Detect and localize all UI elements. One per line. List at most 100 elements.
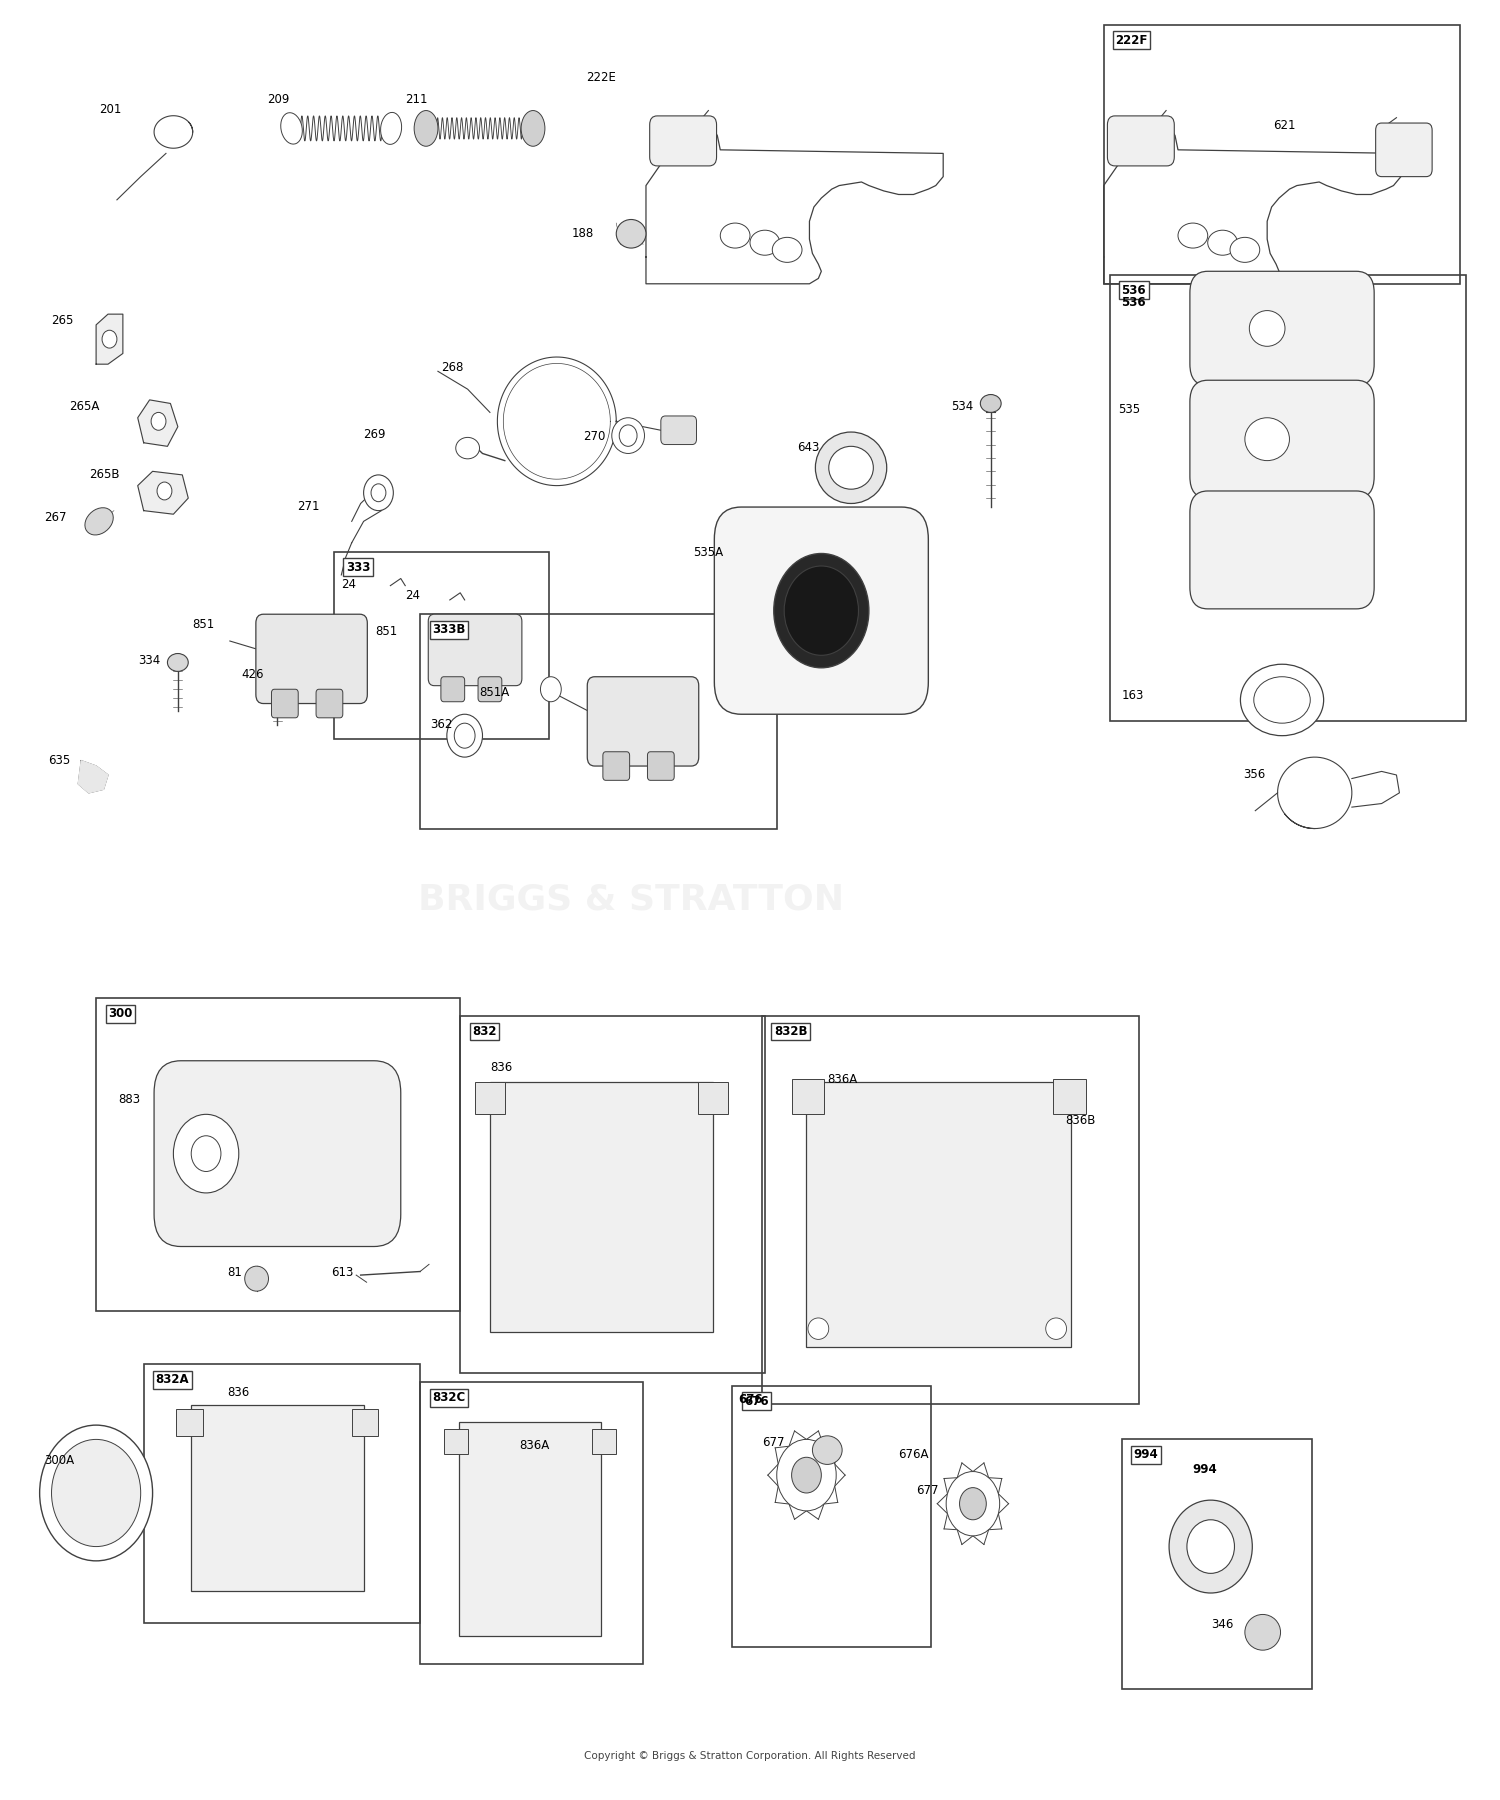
Text: 676A: 676A [898, 1449, 928, 1462]
Ellipse shape [1245, 1615, 1281, 1651]
Bar [698, 1082, 728, 1114]
Text: 836: 836 [490, 1060, 512, 1075]
Ellipse shape [1046, 1318, 1066, 1339]
Text: BRIGGS & STRATTON: BRIGGS & STRATTON [419, 884, 844, 916]
FancyBboxPatch shape [1190, 380, 1374, 499]
Ellipse shape [158, 482, 172, 500]
Bar [476, 1082, 506, 1114]
Ellipse shape [616, 220, 646, 248]
Ellipse shape [772, 238, 802, 263]
Bar [177, 1409, 203, 1436]
Text: 851A: 851A [480, 686, 510, 698]
Text: 265A: 265A [69, 400, 99, 412]
Text: 832B: 832B [774, 1024, 807, 1039]
Text: 300: 300 [108, 1008, 132, 1021]
Text: 81: 81 [226, 1265, 242, 1280]
Bar [792, 1078, 825, 1114]
Text: 300A: 300A [44, 1454, 74, 1467]
Bar [1053, 1078, 1086, 1114]
Bar [420, 1382, 644, 1665]
Text: 994: 994 [1134, 1449, 1158, 1462]
Text: 643: 643 [798, 441, 820, 454]
Text: 676: 676 [744, 1395, 768, 1408]
Ellipse shape [960, 1487, 987, 1519]
Text: 994: 994 [1192, 1463, 1218, 1476]
Text: 426: 426 [242, 668, 264, 680]
Text: 265: 265 [51, 315, 74, 328]
Bar [459, 1422, 602, 1636]
Ellipse shape [1254, 677, 1311, 724]
Text: 222E: 222E [586, 72, 616, 85]
Ellipse shape [1178, 223, 1208, 248]
Ellipse shape [370, 484, 386, 502]
Ellipse shape [363, 475, 393, 511]
Polygon shape [96, 315, 123, 364]
Ellipse shape [414, 110, 438, 146]
Text: 836B: 836B [1065, 1114, 1095, 1127]
Ellipse shape [981, 394, 1000, 412]
Text: 832: 832 [472, 1024, 496, 1039]
Ellipse shape [280, 113, 303, 144]
Text: 836A: 836A [828, 1073, 858, 1085]
Text: 265B: 265B [88, 468, 118, 481]
Ellipse shape [381, 112, 402, 144]
Ellipse shape [1245, 418, 1290, 461]
Polygon shape [138, 400, 178, 446]
Text: 271: 271 [297, 500, 320, 513]
Text: 677: 677 [762, 1436, 784, 1449]
Ellipse shape [51, 1440, 141, 1546]
Text: 24: 24 [342, 578, 357, 592]
Bar [334, 553, 549, 740]
FancyBboxPatch shape [662, 416, 696, 445]
Text: 832A: 832A [156, 1373, 189, 1386]
Bar [460, 1015, 765, 1373]
FancyBboxPatch shape [588, 677, 699, 767]
Text: 536: 536 [1122, 284, 1146, 297]
Bar [444, 1429, 468, 1454]
Text: 535: 535 [1119, 403, 1140, 416]
FancyBboxPatch shape [603, 752, 630, 781]
Bar [1104, 25, 1461, 284]
Text: 883: 883 [118, 1093, 141, 1105]
FancyBboxPatch shape [256, 614, 368, 704]
Ellipse shape [39, 1426, 153, 1561]
Bar [1110, 275, 1467, 722]
Text: 346: 346 [1210, 1618, 1233, 1631]
Ellipse shape [102, 329, 117, 347]
FancyBboxPatch shape [1190, 272, 1374, 385]
Ellipse shape [1230, 238, 1260, 263]
Ellipse shape [774, 553, 868, 668]
Text: 836: 836 [226, 1386, 249, 1399]
Text: 356: 356 [1244, 769, 1266, 781]
Bar [1122, 1440, 1311, 1690]
Ellipse shape [750, 230, 780, 256]
Ellipse shape [1186, 1519, 1234, 1573]
FancyBboxPatch shape [1190, 491, 1374, 608]
Text: 222F: 222F [1116, 34, 1148, 47]
Ellipse shape [174, 1114, 238, 1193]
Ellipse shape [267, 666, 288, 684]
Text: 836A: 836A [519, 1440, 550, 1453]
Ellipse shape [86, 508, 114, 535]
FancyBboxPatch shape [429, 614, 522, 686]
FancyBboxPatch shape [648, 752, 674, 781]
Ellipse shape [777, 1440, 836, 1510]
Ellipse shape [244, 1265, 268, 1291]
Ellipse shape [456, 437, 480, 459]
Ellipse shape [190, 1136, 220, 1172]
Text: 334: 334 [138, 653, 160, 666]
Text: 270: 270 [584, 430, 606, 443]
Ellipse shape [792, 1458, 822, 1492]
Text: 201: 201 [99, 103, 122, 117]
Ellipse shape [520, 110, 544, 146]
Bar [351, 1409, 378, 1436]
Bar [732, 1386, 932, 1647]
Ellipse shape [620, 425, 638, 446]
Ellipse shape [813, 1436, 842, 1465]
Text: 851: 851 [192, 617, 214, 630]
Ellipse shape [152, 412, 166, 430]
Text: 851: 851 [375, 625, 398, 637]
Text: 209: 209 [267, 92, 290, 106]
Ellipse shape [946, 1472, 999, 1535]
Text: 635: 635 [48, 754, 70, 767]
